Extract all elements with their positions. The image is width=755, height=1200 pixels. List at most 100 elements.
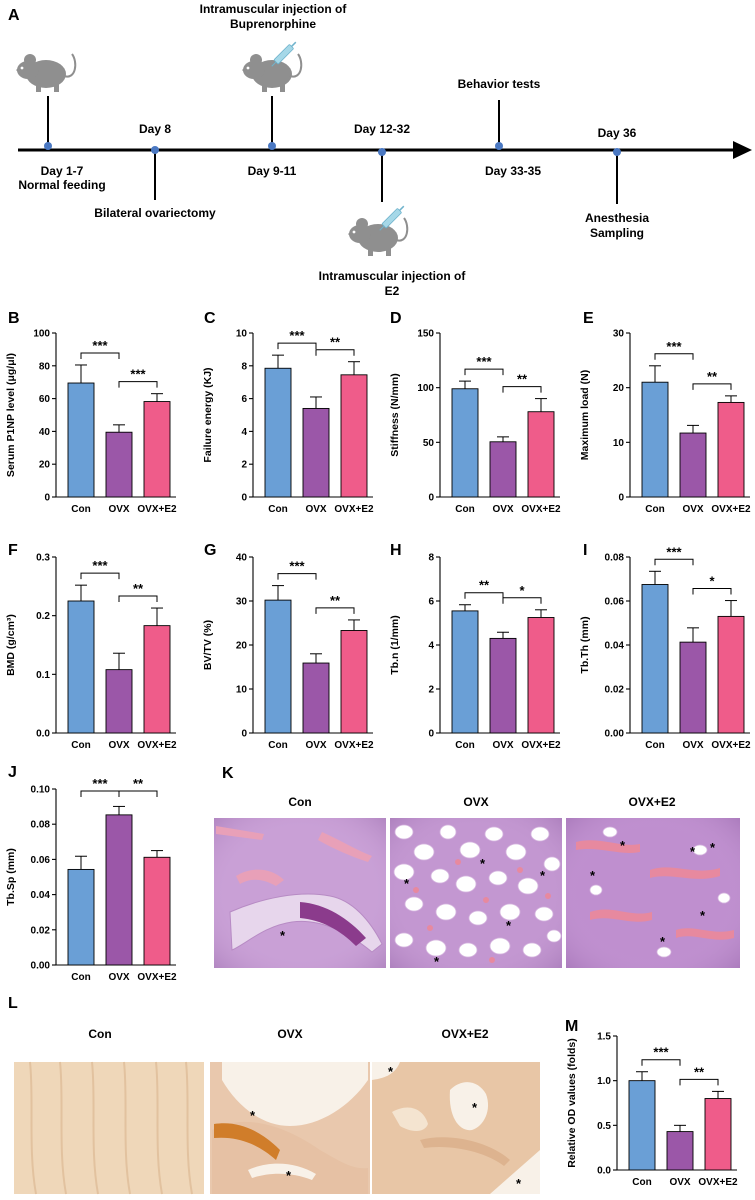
y-axis-label: Maximum load (N) bbox=[579, 370, 591, 460]
y-tick-label: 0.06 bbox=[605, 597, 625, 608]
category-label: OVX bbox=[492, 504, 513, 515]
category-label: OVX bbox=[492, 740, 513, 751]
y-tick-label: 0.0 bbox=[36, 729, 50, 740]
bar-chart-i: I 0.00 0.02 0.04 0.06 0.08 Tb.Th (mm) Con OVX OVX… bbox=[579, 542, 751, 751]
he-marker: * bbox=[660, 934, 666, 949]
significance-bracket bbox=[654, 558, 694, 566]
event-3-extra-2: Buprenorphine bbox=[230, 17, 316, 31]
significance-bracket bbox=[80, 790, 120, 797]
y-tick-label: 0 bbox=[241, 493, 247, 504]
bar-chart-d: D 0 50 100 150 Stiffness (N/mm) Con OVX OVX+E2 **… bbox=[389, 310, 561, 515]
y-tick-label: 40 bbox=[236, 553, 248, 564]
category-label: Con bbox=[645, 504, 664, 515]
category-label: OVX bbox=[669, 1177, 690, 1188]
significance-label: *** bbox=[666, 339, 682, 354]
he-image-ovx-e2: * * * * * * bbox=[566, 818, 740, 968]
category-label: Con bbox=[268, 504, 287, 515]
timeline-dot bbox=[268, 142, 276, 150]
stain-marker: * bbox=[388, 1064, 394, 1079]
category-label: Con bbox=[455, 740, 474, 751]
stain-marker: * bbox=[250, 1108, 256, 1123]
bar-con bbox=[641, 381, 669, 498]
y-tick-label: 80 bbox=[39, 361, 51, 372]
bar-ovx bbox=[679, 432, 707, 498]
y-tick-label: 0.04 bbox=[605, 641, 625, 652]
bar-ovx-e2 bbox=[527, 411, 555, 498]
bar-con bbox=[451, 610, 479, 734]
y-axis-label: BV/TV (%) bbox=[202, 620, 214, 670]
he-marker: * bbox=[434, 954, 440, 969]
y-tick-label: 0.08 bbox=[605, 553, 625, 564]
y-tick-label: 20 bbox=[613, 383, 625, 394]
event-4-extra-2: E2 bbox=[385, 284, 400, 298]
event-5-label: Day 33-35 bbox=[485, 164, 541, 178]
significance-bracket bbox=[277, 573, 317, 580]
timeline-panel: A Day 1-7 Normal feeding Day 8 Bilateral… bbox=[8, 2, 752, 298]
y-tick-label: 1.0 bbox=[597, 1076, 611, 1087]
significance-label: * bbox=[519, 583, 525, 598]
bar-ovx bbox=[105, 814, 133, 966]
significance-label: *** bbox=[666, 544, 682, 559]
category-label: Con bbox=[268, 740, 287, 751]
y-axis-label: Relative OD values (folds) bbox=[566, 1038, 578, 1168]
panel-letter-i: I bbox=[583, 542, 587, 559]
significance-bracket bbox=[502, 386, 542, 393]
bar-con bbox=[67, 382, 95, 498]
y-tick-label: 100 bbox=[417, 383, 434, 394]
bar-ovx-e2 bbox=[340, 374, 368, 498]
he-title-ovx-e2: OVX+E2 bbox=[628, 795, 675, 809]
bar-chart-m: M 0.0 0.5 1.0 1.5 Relative OD values (folds) C… bbox=[565, 1018, 738, 1188]
category-label: OVX bbox=[108, 972, 129, 983]
y-tick-label: 20 bbox=[39, 460, 51, 471]
significance-label: *** bbox=[653, 1045, 669, 1060]
category-label: OVX bbox=[305, 740, 326, 751]
panel-letter-c: C bbox=[204, 310, 216, 327]
he-image-ovx: * * * * * bbox=[390, 818, 562, 969]
bar-ovx bbox=[105, 669, 133, 734]
bar-chart-j: J 0.00 0.02 0.04 0.06 0.08 0.10 Tb.Sp (mm) Con OV… bbox=[5, 764, 177, 983]
y-tick-label: 4 bbox=[241, 427, 247, 438]
panel-letter-j: J bbox=[8, 764, 17, 781]
bar-ovx bbox=[489, 441, 517, 498]
bar-ovx-e2 bbox=[143, 401, 171, 498]
timeline-dot bbox=[495, 142, 503, 150]
bar-ovx-e2 bbox=[527, 617, 555, 734]
timeline-dot bbox=[44, 142, 52, 150]
syringe-icon bbox=[379, 205, 405, 231]
significance-bracket bbox=[118, 595, 158, 603]
y-axis-label: Tb.Th (mm) bbox=[579, 616, 591, 673]
bar-con bbox=[264, 367, 292, 498]
timeline-dot bbox=[378, 148, 386, 156]
category-label: OVX bbox=[108, 504, 129, 515]
he-marker: * bbox=[506, 918, 512, 933]
category-label: OVX+E2 bbox=[711, 504, 751, 515]
y-tick-label: 20 bbox=[236, 641, 248, 652]
y-tick-label: 10 bbox=[236, 329, 248, 340]
category-label: Con bbox=[632, 1177, 651, 1188]
panel-letter-b: B bbox=[8, 310, 20, 327]
y-tick-label: 8 bbox=[241, 361, 247, 372]
significance-bracket bbox=[118, 790, 158, 797]
significance-bracket bbox=[118, 381, 158, 388]
event-3-extra-1: Intramuscular injection of bbox=[200, 2, 348, 16]
bar-con bbox=[641, 584, 669, 734]
significance-label: ** bbox=[694, 1064, 705, 1079]
y-tick-label: 4 bbox=[428, 641, 434, 652]
y-axis-label: Tb.n (1/mm) bbox=[389, 615, 401, 675]
he-marker: * bbox=[710, 840, 716, 855]
y-tick-label: 0.2 bbox=[36, 611, 50, 622]
event-6-extra-2: Sampling bbox=[590, 226, 644, 240]
panel-letter-l: L bbox=[8, 995, 18, 1012]
he-marker: * bbox=[540, 868, 546, 883]
stain-histology-panel: L Con OVX OVX+E2 * * bbox=[8, 995, 540, 1195]
stain-marker: * bbox=[472, 1100, 478, 1115]
bar-ovx-e2 bbox=[717, 615, 745, 734]
y-tick-label: 2 bbox=[241, 460, 247, 471]
mouse-icon bbox=[241, 53, 303, 93]
bar-chart-c: C 0 2 4 6 8 10 Failure energy (KJ) Con OVX OVX+E2 *… bbox=[202, 310, 374, 515]
he-marker: * bbox=[620, 838, 626, 853]
